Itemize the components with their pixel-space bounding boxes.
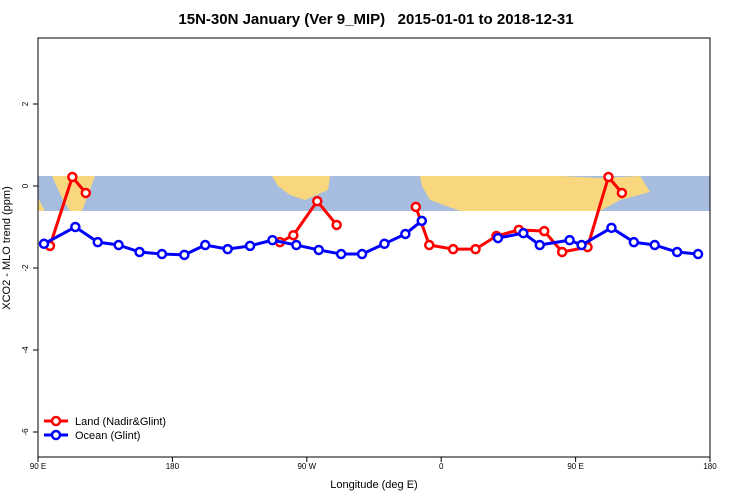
- data-point: [92, 236, 103, 248]
- data-point: [671, 246, 683, 258]
- data-point: [534, 239, 546, 251]
- legend-marker: [50, 429, 62, 441]
- data-point: [179, 249, 190, 261]
- data-point: [291, 239, 302, 251]
- y-tick-label: 2: [21, 101, 30, 106]
- data-point: [312, 195, 323, 207]
- data-point: [200, 239, 211, 251]
- data-point: [288, 229, 299, 241]
- data-point: [70, 221, 81, 233]
- y-tick-label: -6: [21, 428, 30, 436]
- x-tick-label: 0: [439, 462, 444, 471]
- data-point: [113, 239, 124, 251]
- data-point: [244, 240, 256, 252]
- data-point: [564, 234, 575, 246]
- x-axis-label: Longitude (deg E): [330, 479, 417, 491]
- y-tick-label: 0: [21, 183, 30, 188]
- data-point: [576, 239, 587, 251]
- map-band: [38, 176, 710, 211]
- data-point: [313, 244, 324, 256]
- data-point: [134, 246, 145, 258]
- y-tick-label: -4: [21, 346, 30, 354]
- legend-label: Land (Nadir&Glint): [75, 416, 166, 428]
- data-point: [518, 227, 529, 239]
- x-tick-label: 90 W: [297, 462, 316, 471]
- data-point: [628, 236, 640, 248]
- data-point: [331, 219, 342, 231]
- data-point: [80, 187, 92, 199]
- data-point: [692, 248, 704, 260]
- data-point: [649, 239, 660, 251]
- plot-frame: [37, 37, 711, 458]
- data-point: [38, 238, 50, 250]
- x-tick-label: 180: [703, 462, 717, 471]
- legend: Land (Nadir&Glint) Ocean (Glint): [44, 415, 166, 442]
- data-point: [616, 187, 628, 199]
- chart-title: 15N-30N January (Ver 9_MIP) 2015-01-01 t…: [178, 11, 573, 28]
- data-point: [156, 248, 168, 260]
- data-point: [267, 234, 278, 246]
- data-point: [410, 201, 422, 213]
- y-axis-label: XCO2 - MLO trend (ppm): [1, 186, 13, 309]
- data-point: [492, 232, 504, 244]
- legend-marker: [50, 415, 62, 427]
- data-point: [606, 222, 617, 234]
- data-point: [470, 243, 481, 255]
- x-tick-label: 90 E: [567, 462, 583, 471]
- data-point: [424, 239, 435, 251]
- legend-label: Ocean (Glint): [75, 430, 140, 442]
- data-point: [400, 228, 411, 240]
- data-point: [356, 248, 368, 260]
- data-point: [556, 246, 568, 258]
- data-point: [222, 243, 233, 255]
- x-tick-label: 180: [166, 462, 180, 471]
- data-point: [538, 225, 550, 237]
- data-point: [416, 215, 428, 227]
- data-point: [603, 171, 614, 183]
- y-tick-label: -2: [21, 264, 30, 272]
- data-point: [447, 243, 459, 255]
- series: [38, 215, 704, 261]
- data-point: [379, 238, 390, 250]
- data-point: [67, 171, 78, 183]
- x-tick-label: 90 E: [30, 462, 46, 471]
- data-point: [335, 248, 347, 260]
